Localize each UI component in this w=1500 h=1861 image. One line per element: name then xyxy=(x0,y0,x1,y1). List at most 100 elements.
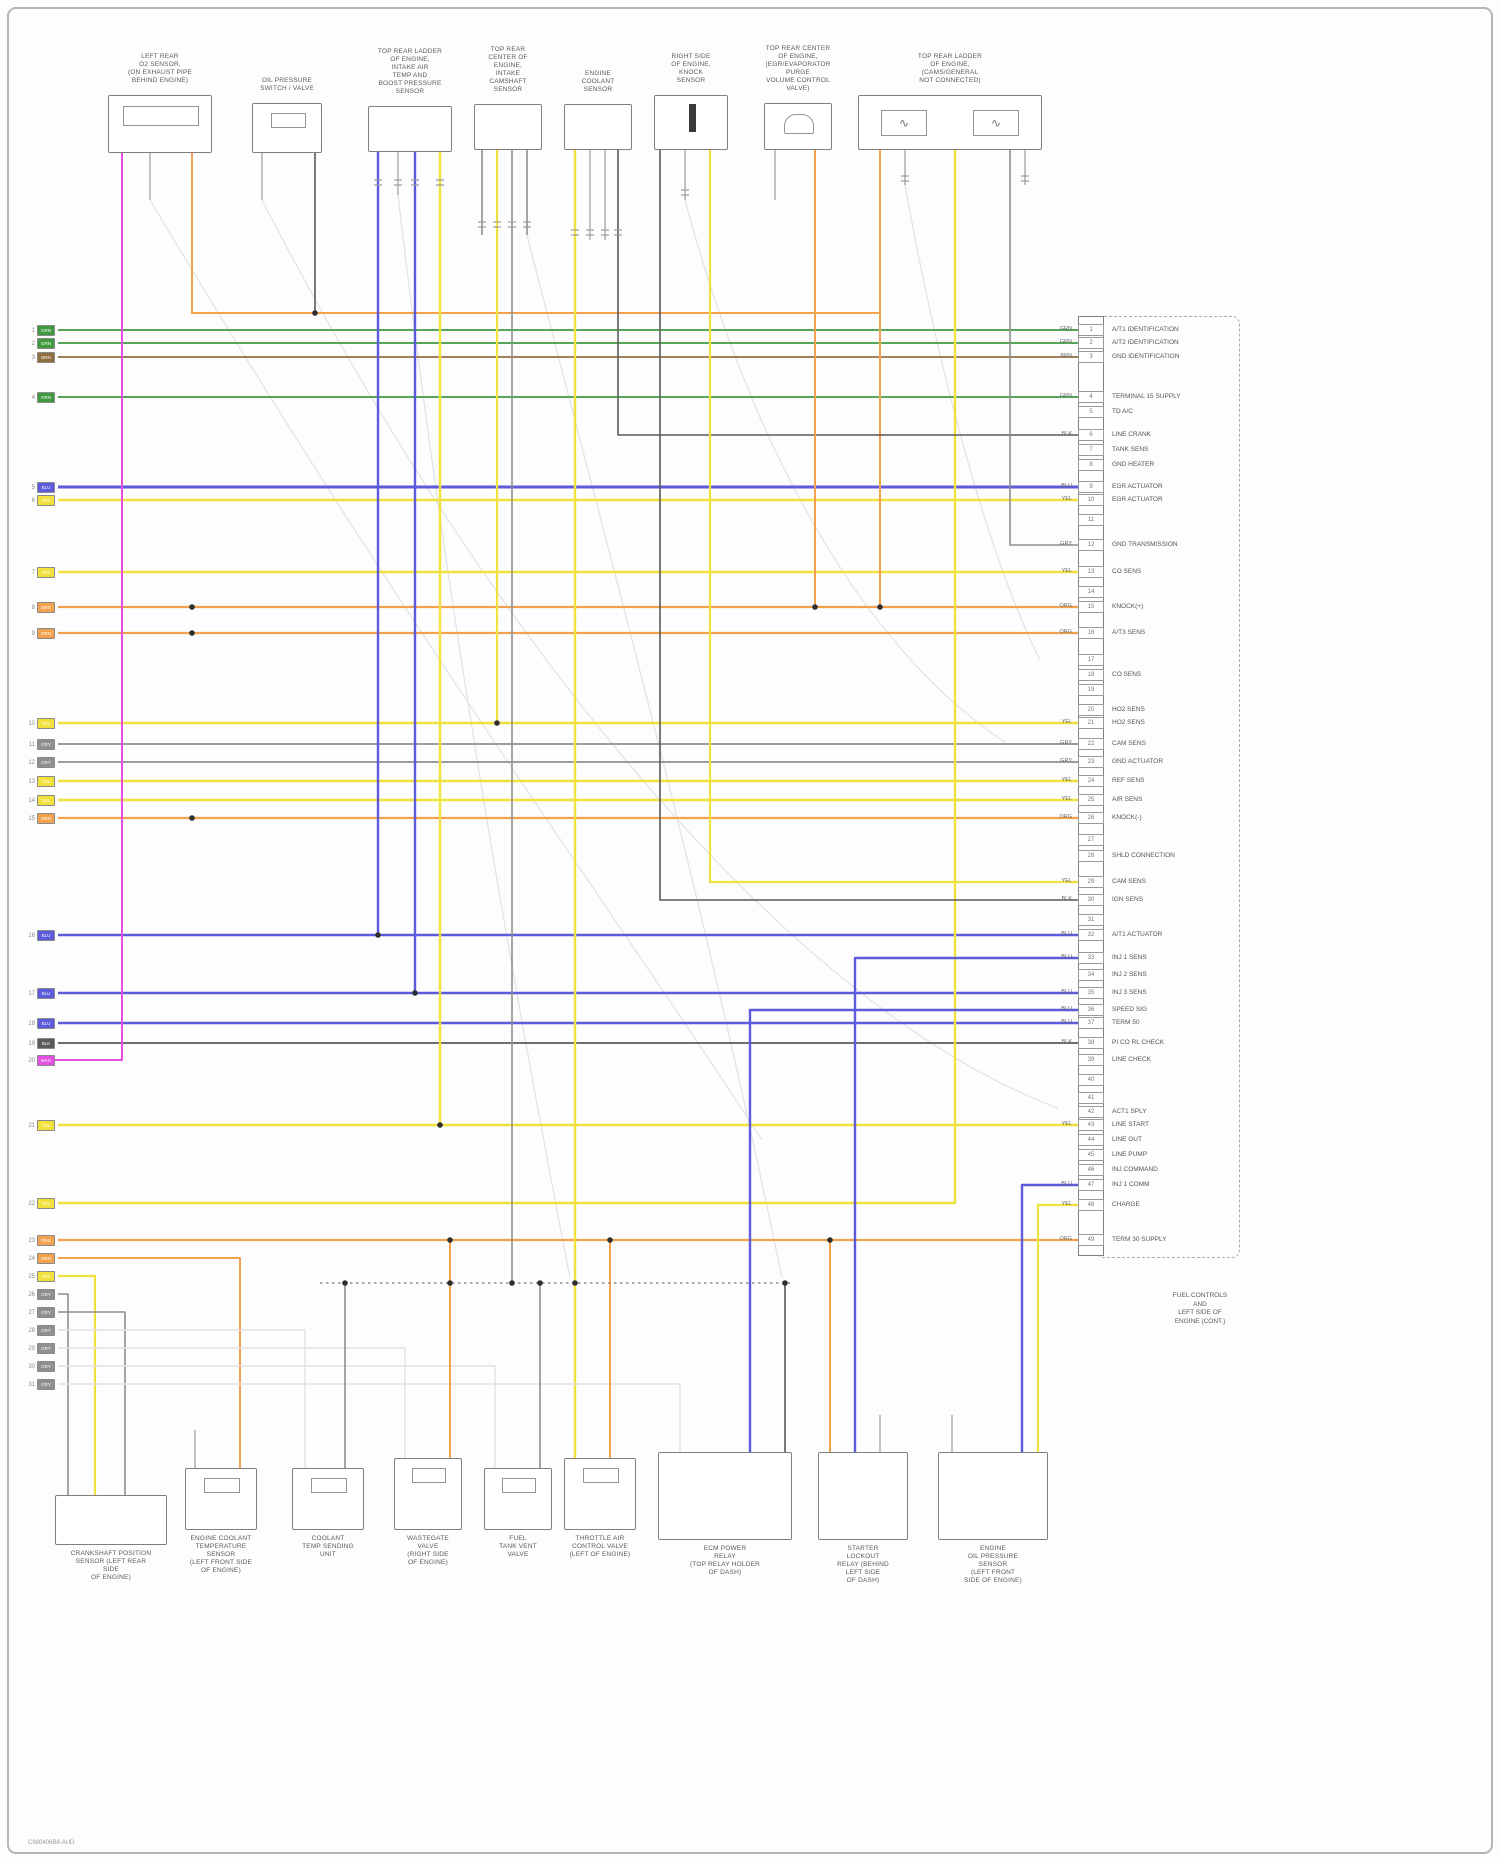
wire-gry-55 xyxy=(58,1311,126,1497)
left-pin-wire-code: BLU xyxy=(37,482,55,493)
connector-signal-label: GND IDENTIFICATION xyxy=(1112,353,1180,360)
connector-pin-1: 1 xyxy=(1078,324,1104,336)
component-label-crankshaft-position-sensor: CRANKSHAFT POSITION SENSOR (LEFT REAR SI… xyxy=(70,1550,152,1581)
component-label-coolant-temp-sender: COOLANT TEMP SENDING UNIT xyxy=(302,1535,354,1558)
ecm-dashed-boundary xyxy=(1096,316,1240,1258)
left-pin-8: 8 ORG xyxy=(24,602,55,613)
left-pin-number: 24 xyxy=(28,1255,35,1262)
left-pin-number: 8 xyxy=(31,604,35,611)
connector-signal-label: CHARGE xyxy=(1112,1201,1140,1208)
junction-dot-3 xyxy=(189,815,195,821)
connector-signal-label: EGR ACTUATOR xyxy=(1112,483,1163,490)
connector-pin-4: 4 xyxy=(1078,391,1104,403)
left-pin-18: 18 BLU xyxy=(24,1018,55,1029)
left-pin-wire-code: YEL xyxy=(37,1198,55,1209)
left-pin-number: 28 xyxy=(28,1327,35,1334)
junction-dot-14 xyxy=(447,1280,453,1286)
wire-yel-39 xyxy=(708,150,1078,884)
component-oil-pressure-switch xyxy=(252,103,322,153)
connector-wire-code: BLU xyxy=(1061,931,1072,937)
connector-signal-label: HO2 SENS xyxy=(1112,706,1145,713)
component-inner-bar xyxy=(689,104,696,132)
left-pin-number: 1 xyxy=(31,327,35,334)
left-pin-wire-code: BRN xyxy=(37,352,55,363)
left-pin-9: 9 ORG xyxy=(24,628,55,639)
junction-dot-2 xyxy=(189,630,195,636)
component-intake-camshaft-sensor xyxy=(474,104,542,150)
component-inner-symbol xyxy=(204,1478,240,1493)
left-pin-number: 5 xyxy=(31,484,35,491)
connector-signal-label: AIR SENS xyxy=(1112,796,1143,803)
component-purge-control-valve xyxy=(764,103,832,150)
connector-pin-5: 5 xyxy=(1078,406,1104,418)
connector-signal-label: TERM 30 SUPPLY xyxy=(1112,1236,1167,1243)
connector-wire-code: YEL xyxy=(1061,568,1072,574)
junction-dot-10 xyxy=(447,1237,453,1243)
component-crankshaft-position-sensor xyxy=(55,1495,167,1545)
wire-gry-54 xyxy=(58,1293,69,1497)
connector-signal-label: TERMINAL 15 SUPPLY xyxy=(1112,393,1181,400)
component-engine-coolant-sensor xyxy=(564,104,632,150)
connector-pin-10: 10 xyxy=(1078,494,1104,506)
connector-pin-40: 40 xyxy=(1078,1074,1104,1086)
junction-dot-1 xyxy=(189,604,195,610)
connector-pin-34: 34 xyxy=(1078,969,1104,981)
left-pin-number: 29 xyxy=(28,1345,35,1352)
left-pin-19: 19 BLK xyxy=(24,1038,55,1049)
left-pin-13: 13 YEL xyxy=(24,776,55,787)
left-pin-number: 12 xyxy=(28,759,35,766)
footer-code: C980406B8-AUD xyxy=(28,1840,75,1846)
connector-wire-code: GRY xyxy=(1060,740,1072,746)
left-pin-wire-code: ORG xyxy=(37,1235,55,1246)
connector-wire-code: YEL xyxy=(1061,1121,1072,1127)
wire-org-52 xyxy=(58,1257,241,1470)
component-label-engine-coolant-sensor: ENGINE COOLANT SENSOR xyxy=(581,70,615,93)
left-pin-number: 22 xyxy=(28,1200,35,1207)
left-pin-16: 16 BLU xyxy=(24,930,55,941)
wire-lgr-57 xyxy=(58,1347,406,1460)
left-pin-28: 28 GRY xyxy=(24,1325,55,1336)
diagram-note: FUEL CONTROLS AND LEFT SIDE OF ENGINE (C… xyxy=(1172,1292,1228,1325)
component-inner-symbol xyxy=(583,1468,619,1483)
wire-lgr-59 xyxy=(58,1383,681,1454)
connector-pin-12: 12 xyxy=(1078,539,1104,551)
left-pin-number: 2 xyxy=(31,340,35,347)
left-pin-wire-code: YEL xyxy=(37,718,55,729)
junction-dot-5 xyxy=(877,604,883,610)
left-pin-number: 14 xyxy=(28,797,35,804)
connector-signal-label: INJ COMMAND xyxy=(1112,1166,1158,1173)
left-pin-number: 10 xyxy=(28,720,35,727)
component-label-ecm-power-relay: ECM POWER RELAY (TOP RELAY HOLDER OF DAS… xyxy=(689,1545,761,1576)
left-pin-wire-code: GRY xyxy=(37,739,55,750)
component-throttle-air-control-valve xyxy=(564,1458,636,1530)
connector-signal-label: GND ACTUATOR xyxy=(1112,758,1164,765)
connector-signal-label: GND TRANSMISSION xyxy=(1112,541,1178,548)
left-pin-wire-code: GRN xyxy=(37,392,55,403)
left-pin-wire-code: BLK xyxy=(37,1038,55,1049)
junction-dot-0 xyxy=(312,310,318,316)
faint-wire-5 xyxy=(526,234,783,1279)
connector-wire-code: GRN xyxy=(1059,339,1072,345)
wire-blu-49 xyxy=(853,956,1078,1455)
left-pin-wire-code: MAG xyxy=(37,1055,55,1066)
connector-signal-label: LINE OUT xyxy=(1112,1136,1142,1143)
connector-signal-label: A/T2 IDENTIFICATION xyxy=(1112,339,1179,346)
connector-pin-2: 2 xyxy=(1078,337,1104,349)
connector-signal-label: INJ 1 SENS xyxy=(1112,954,1147,961)
junction-dot-18 xyxy=(782,1280,788,1286)
connector-signal-label: A/T1 ACTUATOR xyxy=(1112,931,1163,938)
left-pin-wire-code: ORG xyxy=(37,1253,55,1264)
left-pin-wire-code: GRY xyxy=(37,1343,55,1354)
connector-pin-3: 3 xyxy=(1078,351,1104,363)
left-pin-12: 12 GRY xyxy=(24,757,55,768)
connector-signal-label: KNOCK(-) xyxy=(1112,814,1142,821)
connector-signal-label: TERM 50 xyxy=(1112,1019,1140,1026)
connector-signal-label: CO SENS xyxy=(1112,671,1142,678)
connector-wire-code: GRN xyxy=(1059,393,1072,399)
wire-blu-50 xyxy=(1020,1183,1078,1455)
component-label-starter-lockout-relay: STARTER LOCKOUT RELAY (BEHIND LEFT SIDE … xyxy=(837,1545,889,1584)
connector-pin-29: 29 xyxy=(1078,876,1104,888)
component-inner-symbol xyxy=(412,1468,446,1483)
connector-pin-37: 37 xyxy=(1078,1017,1104,1029)
